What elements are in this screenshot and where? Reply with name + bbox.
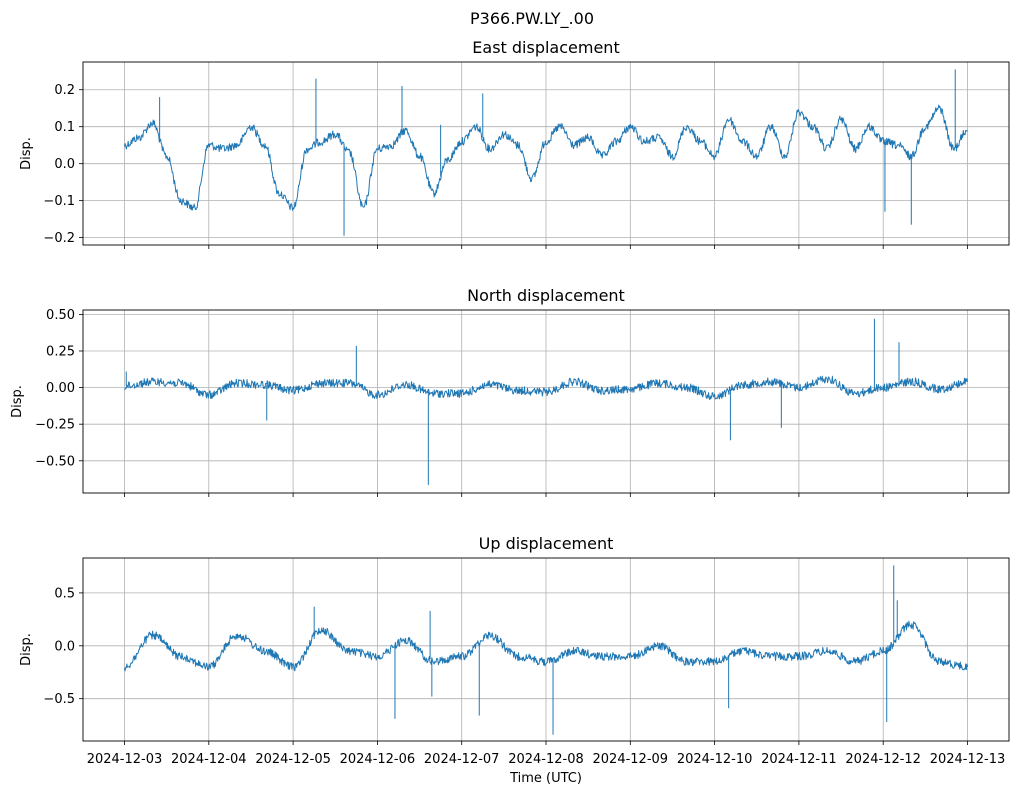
- panel-3: 2024-12-03 2024-12-04 2024-12-05 2024-12-06…: [19, 534, 1010, 767]
- axes-frame: [82, 309, 1010, 494]
- y-tick-label: −0.5: [43, 692, 75, 707]
- y-tick-label: 0.2: [54, 83, 75, 98]
- y-tick-label: −0.2: [43, 231, 75, 246]
- panel-1: −0.2 −0.1 0.0 0.1 0.2 East displacement Disp.: [19, 38, 1010, 249]
- x-tick-label: 2024-12-05: [255, 752, 331, 767]
- x-tick-label: 2024-12-12: [845, 752, 921, 767]
- figure-suptitle: P366.PW.LY_.00: [470, 9, 594, 29]
- y-tick-label: 0.1: [54, 120, 75, 135]
- x-tick-label: 2024-12-04: [171, 752, 247, 767]
- x-axis-label: Time (UTC): [509, 771, 582, 786]
- axes-frame: [82, 61, 1010, 246]
- y-tick-label: 0.0: [54, 157, 75, 172]
- x-tick-label: 2024-12-07: [424, 752, 500, 767]
- displacement-line: [124, 620, 968, 672]
- y-tick-label: −0.1: [43, 194, 75, 209]
- y-tick-label: −0.50: [35, 454, 75, 469]
- y-tick-label: 0.25: [46, 344, 75, 359]
- y-tick-label: 0.5: [54, 586, 75, 601]
- y-axis-label: Disp.: [19, 137, 34, 170]
- y-tick-label: 0.50: [46, 308, 75, 323]
- panel-title: North displacement: [467, 286, 625, 305]
- x-tick-label: 2024-12-10: [677, 752, 753, 767]
- panel-2: −0.50 −0.25 0.00 0.25 0.50 North displacement…: [10, 286, 1010, 497]
- x-tick-label: 2024-12-09: [593, 752, 669, 767]
- panel-title: Up displacement: [479, 534, 614, 553]
- x-tick-label: 2024-12-11: [761, 752, 837, 767]
- x-tick-label: 2024-12-06: [340, 752, 416, 767]
- displacement-line: [124, 104, 968, 211]
- x-tick-label: 2024-12-03: [87, 752, 163, 767]
- x-tick-label: 2024-12-08: [508, 752, 584, 767]
- displacement-line: [124, 375, 968, 401]
- x-tick-label: 2024-12-13: [930, 752, 1006, 767]
- y-tick-label: −0.25: [35, 418, 75, 433]
- y-tick-label: 0.0: [54, 639, 75, 654]
- y-tick-label: 0.00: [46, 381, 75, 396]
- axes-frame: [82, 557, 1010, 742]
- y-axis-label: Disp.: [19, 633, 34, 666]
- y-axis-label: Disp.: [10, 385, 25, 418]
- panel-title: East displacement: [472, 38, 619, 57]
